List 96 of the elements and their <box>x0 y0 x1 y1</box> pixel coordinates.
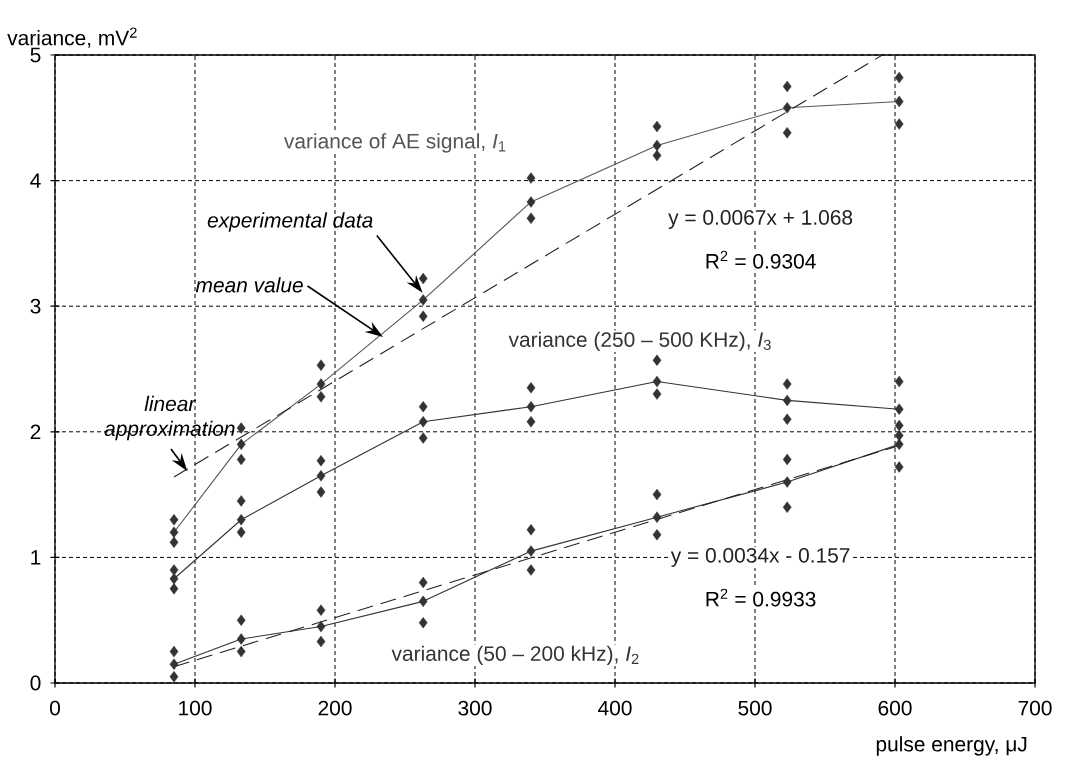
point <box>652 529 662 541</box>
point <box>418 416 428 428</box>
point <box>894 419 904 432</box>
point <box>526 172 536 184</box>
x-tick-label: 200 <box>318 700 352 716</box>
point <box>236 526 246 538</box>
point <box>782 394 792 407</box>
point <box>418 294 428 306</box>
point <box>418 310 428 322</box>
point <box>782 127 792 139</box>
y-axis-title: variance, mV$^{2}$ <box>7 27 137 48</box>
point <box>316 454 326 467</box>
point <box>652 375 662 388</box>
point <box>316 635 326 648</box>
point <box>526 212 536 224</box>
x-tick-label: 0 <box>49 700 60 716</box>
point <box>526 196 536 208</box>
point <box>782 413 792 425</box>
point <box>316 604 326 616</box>
point <box>894 403 904 415</box>
point <box>418 617 428 629</box>
point <box>418 432 428 444</box>
annotation: R$^{2}$ = 0.9304 <box>706 250 816 269</box>
point <box>782 453 792 466</box>
point <box>782 378 792 390</box>
x-axis-title: pulse energy, μJ <box>876 736 1027 756</box>
point <box>526 564 536 576</box>
x-tick-label: 600 <box>878 700 912 716</box>
series-label: y = 0.0034x - 0.157 <box>670 547 850 567</box>
point <box>418 595 428 608</box>
x-tick-label: 300 <box>458 700 492 716</box>
point <box>418 576 428 589</box>
annotation: R$^{2}$ = 0.9933 <box>706 588 816 607</box>
y-tick-label: 2 <box>30 424 41 440</box>
annotation: experimental data <box>207 212 373 232</box>
point <box>169 536 179 549</box>
point <box>782 476 792 488</box>
point <box>236 438 246 451</box>
point <box>782 102 792 114</box>
y-tick-label: 3 <box>30 298 41 314</box>
series-label: y = 0.0067x + 1.068 <box>668 210 853 230</box>
point <box>169 526 179 538</box>
point <box>236 514 246 526</box>
point <box>316 620 326 633</box>
point <box>652 149 662 162</box>
point <box>652 511 662 523</box>
y-tick-label: 5 <box>30 47 41 63</box>
point <box>236 495 246 507</box>
point <box>316 390 326 403</box>
point <box>652 488 662 501</box>
point <box>652 388 662 400</box>
y-tick-label: 0 <box>30 675 41 691</box>
point <box>236 422 246 434</box>
x-tick-label: 400 <box>598 700 632 716</box>
point <box>316 378 326 390</box>
point <box>782 501 792 513</box>
point <box>236 453 246 466</box>
point <box>894 118 904 130</box>
point <box>652 139 662 152</box>
y-tick-label: 1 <box>31 550 41 565</box>
point <box>526 524 536 536</box>
point <box>894 71 904 84</box>
annotation: mean value <box>195 277 303 293</box>
point <box>169 514 179 526</box>
point <box>652 354 662 366</box>
text: variance (250 – 500 KHz), I$_{3}$ <box>508 331 771 352</box>
point <box>894 375 904 388</box>
point <box>169 564 179 576</box>
series-label: variance (50 – 200 kHz), I$_{2}$ <box>391 645 639 666</box>
point <box>236 633 246 645</box>
point <box>526 400 536 413</box>
point <box>169 645 179 658</box>
point <box>526 416 536 428</box>
annotation: linear approximation <box>104 395 235 441</box>
point <box>316 359 326 371</box>
x-tick-label: 100 <box>179 700 212 716</box>
point <box>526 382 536 394</box>
point <box>418 272 428 285</box>
point <box>169 583 179 595</box>
point <box>169 671 179 683</box>
point <box>526 545 536 557</box>
x-tick-label: 700 <box>1018 700 1052 716</box>
x-tick-label: 500 <box>738 700 772 716</box>
point <box>894 95 904 108</box>
point <box>236 645 246 658</box>
point <box>316 470 326 482</box>
point <box>169 658 179 670</box>
point <box>894 461 904 473</box>
point <box>418 400 428 413</box>
point <box>652 120 662 133</box>
point <box>782 80 792 93</box>
point <box>894 438 904 451</box>
y-tick-label: 4 <box>30 173 41 188</box>
text: variance of AE signal, I$_{1}$ <box>283 133 506 153</box>
point <box>316 486 326 498</box>
point <box>236 614 246 626</box>
